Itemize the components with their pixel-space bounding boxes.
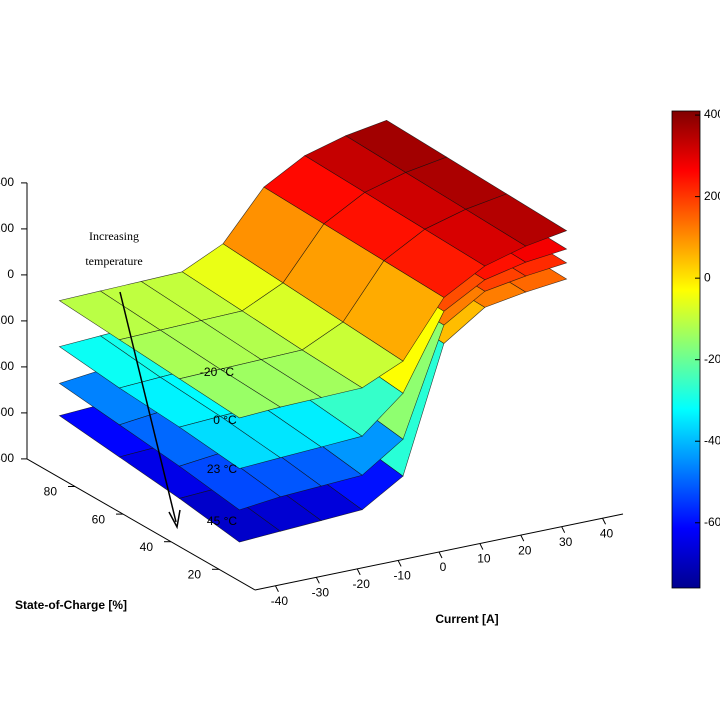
annotation: temperature	[85, 254, 142, 268]
x-tick	[520, 534, 525, 542]
x-tick-label: 0	[440, 560, 447, 574]
x-tick-label: -20	[353, 577, 371, 591]
z-tick-label: 200	[0, 221, 14, 235]
x-tick-label: -40	[271, 594, 289, 608]
colorbar-tick-label: 200	[704, 189, 720, 203]
colorbar-tick-label: -200	[704, 352, 720, 366]
y-axis	[26, 458, 256, 591]
x-axis	[254, 513, 624, 591]
colorbar-tick-label: 0	[704, 270, 711, 284]
x-tick	[356, 568, 361, 576]
x-tick-label: 20	[518, 543, 532, 557]
surfaces	[58, 119, 568, 543]
y-tick-label: 20	[188, 567, 202, 581]
x-tick	[397, 560, 402, 567]
annotation-arrowhead	[168, 509, 181, 530]
annotation-arrow	[119, 291, 177, 523]
z-tick-label: -600	[0, 405, 14, 419]
x-tick	[561, 526, 566, 533]
x-tick-label: 10	[477, 552, 491, 566]
colorbar-tick-label: -400	[704, 433, 720, 447]
surface-patch	[178, 415, 282, 469]
labels: 45 °C 23 °C 0 °C -20 °C Increasing temperatur…	[85, 229, 237, 530]
y-tick-label: 40	[140, 540, 154, 554]
y-axis-label: State-of-Charge [%]	[15, 598, 127, 612]
series-label: 45 °C	[207, 514, 237, 528]
x-tick-label: -10	[393, 569, 411, 583]
axes: -40 -30 -20 -10 0 10 20 30 40 20 40 60 80 -800 -600 -40…	[0, 175, 624, 608]
z-tick-label: 400	[0, 175, 14, 189]
y-tick-label: 80	[44, 485, 58, 499]
z-tick-label: -800	[0, 451, 14, 465]
x-tick	[438, 551, 443, 559]
y-tick-label: 60	[92, 512, 106, 526]
colorbar-tick-label: 400	[704, 107, 720, 121]
z-tick-label: -400	[0, 359, 14, 373]
colorbar	[671, 110, 701, 589]
series-label: 0 °C	[213, 413, 237, 427]
z-tick-label: 0	[7, 267, 14, 281]
colorbar-tick-label: -600	[704, 515, 720, 529]
series-label: 23 °C	[207, 462, 237, 476]
x-tick-label: -30	[312, 586, 330, 600]
x-tick-label: 30	[559, 535, 573, 549]
x-tick	[602, 518, 607, 525]
surface-patch	[178, 368, 282, 419]
annotation: Increasing	[89, 229, 139, 243]
x-tick-label: 40	[600, 526, 614, 540]
x-axis-label: Current [A]	[435, 612, 498, 626]
x-tick	[315, 577, 320, 584]
z-tick-label: -200	[0, 313, 14, 327]
series-label: -20 °C	[200, 365, 234, 379]
x-tick	[274, 585, 279, 593]
x-tick	[479, 543, 484, 550]
